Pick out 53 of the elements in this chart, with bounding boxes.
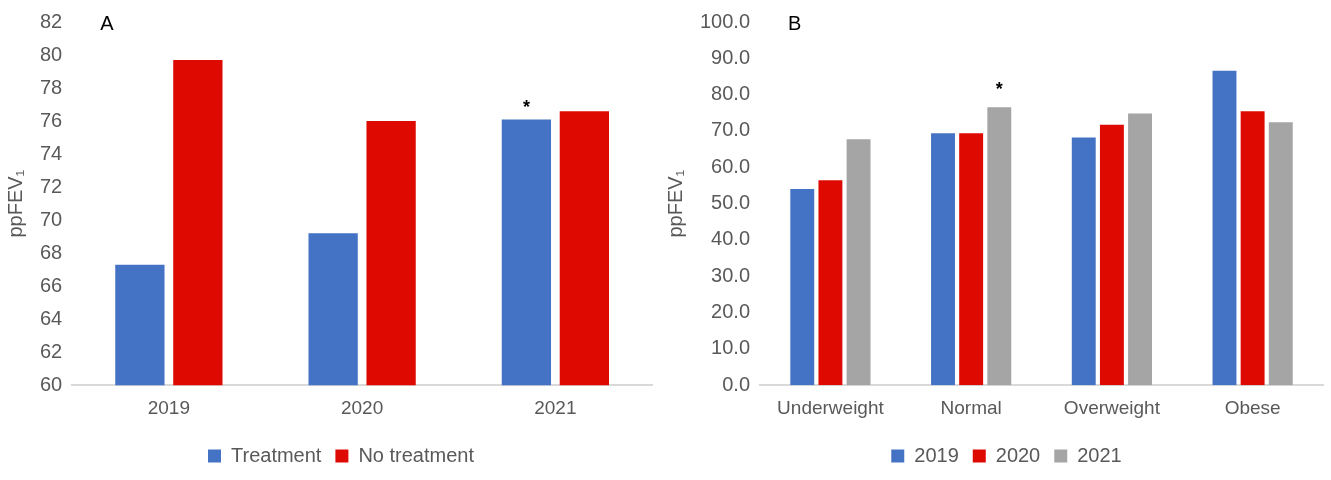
y-tick-label: 10.0 [711,336,751,359]
legend-label: No treatment [358,443,475,466]
legend-label: 2021 [1077,443,1122,466]
x-tick-label: 2021 [534,396,577,418]
bar [846,139,871,386]
x-tick-label: Obese [1224,396,1281,418]
chart-title: B [788,11,802,34]
bar [1071,137,1096,386]
y-tick-label: 70.0 [711,118,751,141]
x-tick-label: Underweight [777,396,885,418]
bar [931,133,955,386]
y-tick-label: 60.0 [711,154,751,177]
y-tick-label: 20.0 [711,300,751,323]
bar [1128,113,1152,386]
legend-label: Treatment [231,443,322,466]
x-tick-label: 2020 [340,396,384,418]
x-tick-label: Overweight [1063,396,1161,418]
y-tick-label: 64 [40,306,63,329]
legend-label: 2020 [995,443,1041,466]
y-tick-label: 40.0 [711,227,751,250]
bar [790,189,815,386]
y-tick-label: 70 [40,207,63,230]
bar [1240,111,1265,386]
y-tick-label: 76 [40,108,63,131]
bar [959,133,984,386]
y-tick-label: 82 [40,9,63,32]
bar [818,180,843,386]
y-tick-label: 80 [40,42,63,65]
y-axis-title: ppFEV₁ [663,169,686,238]
legend-label: 2019 [914,443,959,466]
y-tick-label: 100.0 [699,9,751,32]
bar [1099,124,1124,386]
y-tick-label: 50.0 [711,191,751,214]
bar [987,107,1012,386]
y-tick-label: 30.0 [711,263,751,286]
y-tick-label: 72 [40,174,63,197]
y-tick-label: 74 [40,141,63,164]
y-axis-title: ppFEV₁ [3,169,26,238]
bar [1268,122,1293,386]
x-tick-label: 2019 [147,396,191,418]
y-tick-label: 0.0 [722,372,751,395]
y-tick-label: 66 [40,273,63,296]
y-tick-label: 90.0 [711,45,751,68]
bar [1212,70,1237,386]
annotation: * [522,97,530,118]
y-tick-label: 60 [40,372,63,395]
y-tick-label: 68 [40,240,63,263]
y-tick-label: 78 [40,75,63,98]
y-tick-label: 62 [40,339,63,362]
y-tick-label: 80.0 [711,82,751,105]
x-tick-label: Normal [940,396,1002,418]
annotation: * [995,79,1003,100]
chart-title: A [100,11,115,34]
